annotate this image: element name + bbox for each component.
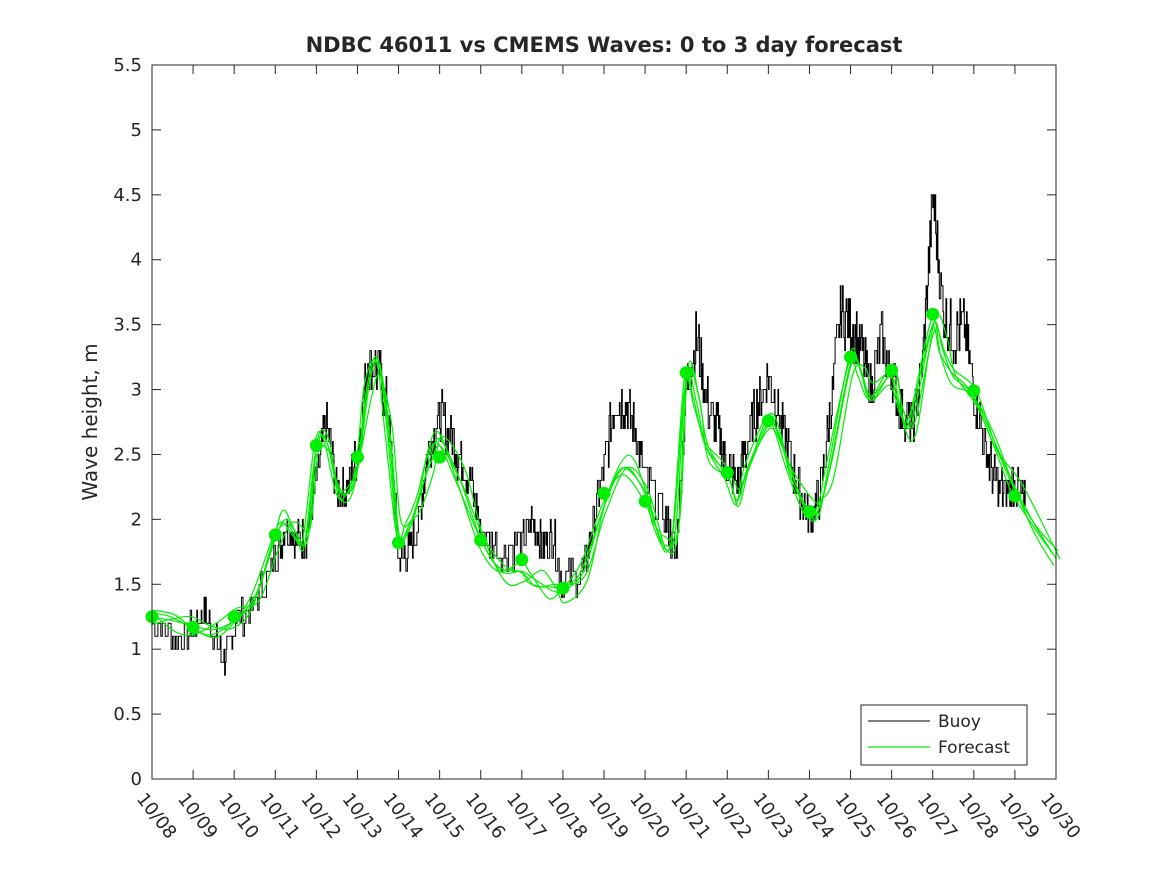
forecast-start-marker bbox=[1008, 489, 1022, 503]
y-tick-label: 3 bbox=[131, 380, 142, 401]
forecast-start-marker bbox=[392, 536, 405, 550]
forecast-start-marker bbox=[433, 450, 447, 464]
forecast-start-marker bbox=[926, 307, 940, 321]
forecast-start-marker bbox=[885, 363, 899, 377]
forecast-start-marker bbox=[679, 366, 693, 380]
forecast-start-marker bbox=[803, 505, 816, 519]
y-tick-label: 1 bbox=[131, 639, 142, 660]
forecast-start-marker bbox=[515, 553, 529, 567]
y-tick-label: 0.5 bbox=[113, 704, 142, 725]
y-tick-label: 4.5 bbox=[113, 185, 142, 206]
y-tick-label: 2 bbox=[131, 509, 142, 530]
legend-box bbox=[860, 704, 1028, 766]
plot-lines bbox=[145, 194, 1061, 676]
forecast-start-marker bbox=[844, 350, 857, 364]
forecast-start-marker bbox=[227, 610, 241, 624]
y-tick-label: 0 bbox=[131, 769, 142, 790]
forecast-start-marker bbox=[720, 466, 734, 480]
y-tick-label: 3.5 bbox=[113, 315, 142, 336]
y-tick-label: 4 bbox=[131, 250, 142, 271]
forecast-start-marker bbox=[597, 486, 611, 500]
forecast-start-marker bbox=[268, 528, 282, 542]
y-axis-label: Wave height, m bbox=[78, 343, 102, 500]
forecast-start-marker bbox=[556, 581, 570, 595]
forecast-series-line bbox=[150, 326, 1054, 636]
forecast-start-marker bbox=[474, 533, 488, 547]
axes-box bbox=[151, 64, 1057, 780]
plot-area bbox=[152, 65, 1056, 779]
forecast-start-marker bbox=[351, 450, 364, 464]
chart-title: NDBC 46011 vs CMEMS Waves: 0 to 3 day fo… bbox=[306, 33, 903, 57]
forecast-start-marker bbox=[761, 414, 775, 428]
forecast-start-marker bbox=[638, 494, 652, 508]
forecast-start-marker bbox=[309, 438, 323, 452]
legend-forecast-label: Forecast bbox=[938, 738, 1010, 758]
y-tick-label: 1.5 bbox=[113, 574, 142, 595]
forecast-series-line bbox=[150, 317, 1055, 630]
y-tick-label: 2.5 bbox=[113, 444, 142, 465]
legend-buoy-label: Buoy bbox=[938, 712, 981, 732]
y-tick-label: 5 bbox=[131, 120, 142, 141]
y-tick-label: 5.5 bbox=[113, 55, 142, 76]
forecast-start-marker bbox=[967, 384, 981, 398]
forecast-start-marker bbox=[186, 620, 200, 634]
legend: Buoy Forecast bbox=[860, 704, 1028, 766]
